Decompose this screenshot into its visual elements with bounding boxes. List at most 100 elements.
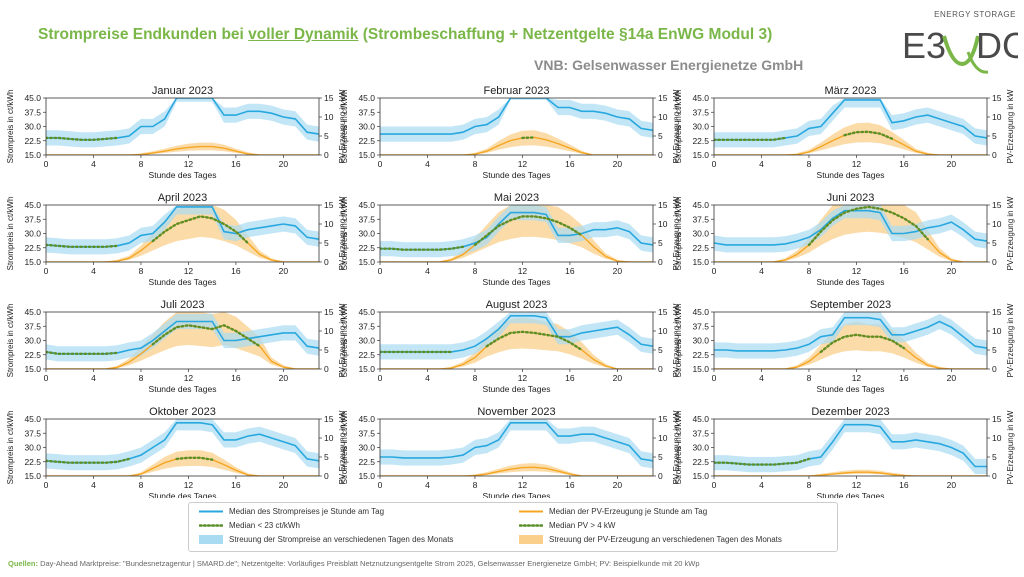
- x-axis-label: Stunde des Tages: [483, 277, 551, 287]
- x-tick-label: 20: [613, 159, 623, 169]
- y2-tick-label: 10: [992, 433, 1002, 443]
- x-tick-label: 12: [518, 480, 528, 490]
- y-tick-label: 22.5: [692, 350, 709, 360]
- y2-tick-label: 0: [992, 364, 997, 374]
- plot-area: [714, 205, 987, 262]
- x-tick-label: 12: [184, 373, 194, 383]
- y-tick-label: 45.0: [692, 307, 709, 317]
- y2-tick-label: 0: [324, 257, 329, 267]
- y-tick-label: 37.5: [358, 428, 375, 438]
- x-tick-label: 8: [807, 266, 812, 276]
- legend-item-pv-above: Median PV > 4 kW: [519, 521, 615, 530]
- y2-tick-label: 5: [992, 238, 997, 248]
- y2-tick-label: 5: [658, 345, 663, 355]
- x-tick-label: 0: [712, 480, 717, 490]
- x-tick-label: 4: [91, 373, 96, 383]
- x-tick-label: 16: [565, 266, 575, 276]
- x-tick-label: 12: [518, 373, 528, 383]
- logo-mark: E3 DC: [902, 25, 1024, 74]
- y-tick-label: 45.0: [692, 414, 709, 424]
- y-tick-label: 37.5: [692, 214, 709, 224]
- x-tick-label: 12: [184, 266, 194, 276]
- y2-tick-label: 15: [992, 414, 1002, 424]
- x-tick-label: 20: [613, 266, 623, 276]
- price-band: [714, 312, 987, 359]
- price-band: [380, 205, 653, 258]
- x-tick-label: 8: [139, 373, 144, 383]
- y-tick-label: 30.0: [358, 336, 375, 346]
- y-tick-label: 22.5: [692, 136, 709, 146]
- x-tick-label: 16: [899, 480, 909, 490]
- price-low-overlay: [46, 457, 131, 464]
- chart-2: 15.0 22.5 30.0 37.5 45.0 0 5 10 15 0 4 8 12 16 20 Febru…: [340, 85, 681, 180]
- y2-tick-label: 0: [992, 257, 997, 267]
- chart-title: August 2023: [486, 299, 548, 311]
- y2-tick-label: 0: [658, 257, 663, 267]
- x-tick-label: 0: [378, 373, 383, 383]
- pv-median-line: [714, 471, 987, 476]
- legend-label-price-median: Median des Strompreises je Stunde am Tag: [229, 507, 385, 516]
- y-tick-label: 22.5: [358, 136, 375, 146]
- y-tick-label: 15.0: [358, 471, 375, 481]
- x-tick-label: 0: [44, 480, 49, 490]
- logo-swoosh-tail: [966, 51, 989, 74]
- plot-area: [380, 312, 653, 369]
- y-axis-label: Strompreis in ct/kWh: [674, 90, 683, 164]
- y2-tick-label: 15: [324, 200, 334, 210]
- y2-tick-label: 5: [992, 131, 997, 141]
- chart-3: 15.0 22.5 30.0 37.5 45.0 0 5 10 15 0 4 8 12 16 20 März …: [674, 85, 1015, 180]
- y2-tick-label: 10: [658, 326, 668, 336]
- plot-area: [714, 312, 987, 369]
- y2-tick-label: 5: [992, 345, 997, 355]
- y-tick-label: 37.5: [24, 321, 41, 331]
- y-tick-label: 45.0: [24, 200, 41, 210]
- price-band: [46, 419, 319, 471]
- x-tick-label: 0: [378, 159, 383, 169]
- price-band: [380, 312, 653, 360]
- y2-tick-label: 0: [658, 364, 663, 374]
- y-tick-label: 15.0: [358, 364, 375, 374]
- plot-area: [46, 312, 319, 369]
- pv-high-overlay: [151, 324, 261, 348]
- pv-median-line: [380, 136, 653, 155]
- chart-title: November 2023: [477, 406, 555, 418]
- y-tick-label: 22.5: [24, 136, 41, 146]
- plot-area: [714, 98, 987, 155]
- y-axis-label: Strompreis in ct/kWh: [340, 197, 349, 271]
- footer-sources: Quellen: Day-Ahead Marktpreise: "Bundesn…: [8, 559, 700, 568]
- price-band: [714, 98, 987, 148]
- x-tick-label: 12: [518, 159, 528, 169]
- legend-label-price-band: Streuung der Strompreise an verschiedene…: [229, 535, 454, 544]
- y-tick-label: 37.5: [692, 107, 709, 117]
- y-tick-label: 45.0: [358, 307, 375, 317]
- x-tick-label: 20: [279, 373, 289, 383]
- y2-axis-label: PV-Erzeugung in kW: [1006, 303, 1015, 377]
- y-tick-label: 30.0: [24, 443, 41, 453]
- y-tick-label: 45.0: [358, 414, 375, 424]
- x-tick-label: 16: [899, 266, 909, 276]
- title-underlined: voller Dynamik: [248, 26, 359, 43]
- x-tick-label: 4: [759, 480, 764, 490]
- y2-tick-label: 0: [992, 150, 997, 160]
- legend-swatch-pv-median: [519, 510, 543, 513]
- price-median-line: [714, 209, 987, 246]
- chart-12: 15.0 22.5 30.0 37.5 45.0 0 5 10 15 0 4 8 12 16 20 Dezem…: [674, 406, 1015, 498]
- y-tick-label: 15.0: [24, 471, 41, 481]
- price-low-overlay: [46, 350, 119, 355]
- price-low-overlay: [46, 243, 119, 249]
- y2-tick-label: 15: [324, 93, 334, 103]
- legend-swatch-price-band: [199, 535, 223, 544]
- y2-tick-label: 15: [658, 200, 668, 210]
- legend-item-price-band: Streuung der Strompreise an verschiedene…: [199, 535, 453, 544]
- y2-tick-label: 5: [324, 452, 329, 462]
- y-tick-label: 15.0: [692, 150, 709, 160]
- chart-title: Juni 2023: [827, 192, 875, 204]
- y-tick-label: 22.5: [358, 457, 375, 467]
- y-tick-label: 30.0: [358, 122, 375, 132]
- y-tick-label: 45.0: [358, 200, 375, 210]
- y-tick-label: 37.5: [358, 321, 375, 331]
- page-subtitle: VNB: Gelsenwasser Energienetze GmbH: [534, 57, 804, 73]
- price-median-line: [714, 316, 987, 352]
- page-title: Strompreise Endkunden bei voller Dynamik…: [38, 26, 772, 44]
- y-tick-label: 37.5: [358, 107, 375, 117]
